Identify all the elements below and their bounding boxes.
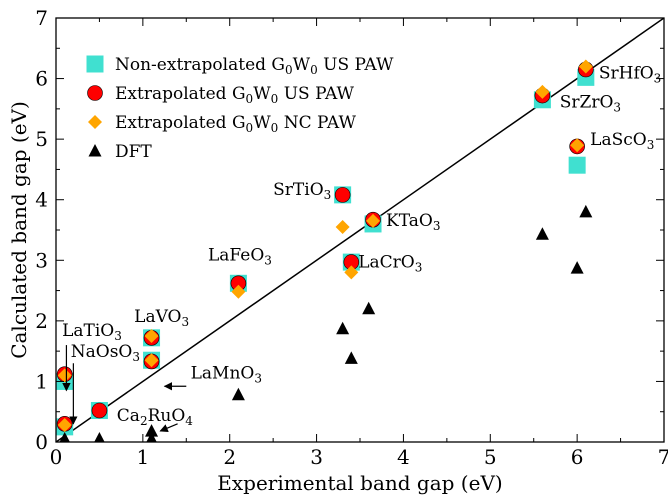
x-tick-label: 2 — [223, 445, 236, 469]
data-point-diamond — [535, 84, 550, 99]
x-axis-label: Experimental band gap (eV) — [217, 471, 502, 495]
data-point-triangle — [336, 321, 350, 335]
data-point-triangle — [344, 351, 358, 364]
data-point-square — [568, 156, 586, 174]
data-point-circle — [334, 187, 351, 203]
data-point-triangle — [231, 387, 245, 401]
series-diamond — [57, 59, 593, 433]
data-point-triangle — [535, 227, 549, 240]
label-Ca2RuO4: Ca2RuO4 — [117, 406, 193, 428]
x-tick-label: 4 — [397, 445, 410, 469]
data-point-diamond — [57, 418, 72, 433]
legend-label-triangle: DFT — [115, 142, 152, 162]
data-point-diamond — [335, 219, 350, 234]
label-LaVO3: LaVO3 — [134, 307, 189, 329]
x-tick-label: 0 — [50, 445, 63, 469]
legend-label-circle: Extrapolated G0W0 US PAW — [115, 84, 355, 106]
label-LaTiO3: LaTiO3 — [62, 321, 122, 343]
label-KTaO3: KTaO3 — [386, 211, 440, 233]
data-point-triangle — [146, 431, 157, 442]
data-point-diamond — [144, 353, 159, 368]
y-tick-label: 7 — [35, 6, 48, 30]
plot-area — [56, 18, 664, 442]
y-tick-label: 6 — [35, 67, 48, 91]
reference-line-y-equals-x — [56, 18, 664, 442]
x-tick-label: 7 — [658, 445, 668, 469]
data-point-diamond — [231, 284, 246, 299]
data-point-triangle — [59, 431, 70, 442]
legend-marker-diamond — [88, 115, 102, 129]
label-LaCrO3: LaCrO3 — [358, 253, 422, 275]
legend-marker-square — [86, 55, 104, 73]
data-point-diamond — [578, 59, 593, 74]
legend: Non-extrapolated G0W0 US PAW Extrapolated… — [86, 55, 394, 162]
y-axis-label: Calculated band gap (eV) — [7, 101, 31, 359]
legend-label-diamond: Extrapolated G0W0 NC PAW — [115, 113, 356, 135]
data-point-triangle — [579, 204, 593, 218]
data-point-diamond — [570, 138, 585, 153]
x-tick-label: 1 — [136, 445, 149, 469]
data-point-triangle — [94, 431, 105, 442]
y-tick-label: 4 — [35, 188, 48, 212]
data-point-triangle — [570, 261, 584, 274]
data-point-triangle — [362, 301, 376, 315]
data-point-triangle — [145, 424, 159, 437]
y-tick-label: 2 — [35, 309, 48, 333]
y-tick-label: 5 — [35, 127, 48, 151]
legend-marker-circle — [87, 85, 103, 101]
arrow-Ca2RuO4 — [159, 423, 178, 433]
series-triangle — [59, 204, 593, 442]
data-point-diamond — [144, 329, 159, 343]
y-tick-label: 0 — [35, 430, 48, 454]
label-NaOsO3: NaOsO3 — [71, 342, 140, 364]
label-SrTiO3: SrTiO3 — [273, 180, 331, 202]
label-SrHfO3: SrHfO3 — [599, 64, 661, 86]
legend-label-square: Non-extrapolated G0W0 US PAW — [115, 55, 394, 77]
label-SrZrO3: SrZrO3 — [560, 93, 621, 115]
data-point-circle — [91, 402, 108, 419]
data-point-diamond — [57, 368, 72, 383]
data-point-diamond — [344, 265, 359, 280]
y-tick-label: 1 — [35, 369, 48, 393]
y-tick-label: 3 — [35, 248, 48, 272]
label-LaScO3: LaScO3 — [590, 130, 654, 152]
data-point-diamond — [366, 213, 381, 228]
x-tick-label: 6 — [571, 445, 584, 469]
x-tick-label: 5 — [484, 445, 497, 469]
label-LaMnO3: LaMnO3 — [191, 363, 262, 385]
legend-marker-triangle — [88, 144, 102, 157]
axes: LaTiO3 LaVO3 NaOsO3 LaMnO3 Ca2RuO4 LaFeO3 SrTi… — [35, 6, 668, 469]
label-LaFeO3: LaFeO3 — [208, 245, 272, 267]
x-tick-label: 3 — [310, 445, 323, 469]
